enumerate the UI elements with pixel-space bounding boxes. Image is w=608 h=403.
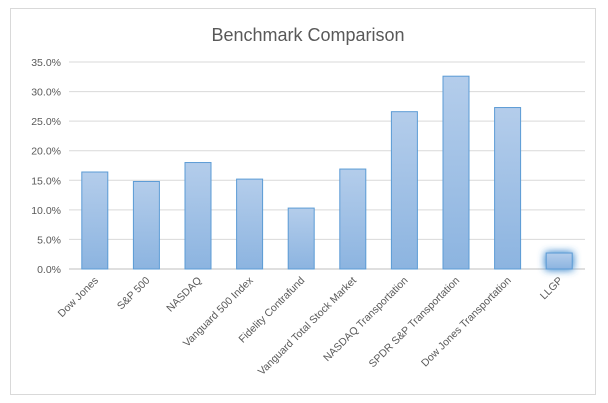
- bar-llgp: [545, 252, 573, 270]
- x-tick-label: NASDAQ: [164, 275, 204, 315]
- bars: [81, 75, 573, 270]
- y-tick-label: 25.0%: [31, 116, 61, 128]
- bar-s-p-500: [132, 180, 160, 270]
- bar-spdr-s-p-transportation: [442, 75, 470, 270]
- x-tick-label: SPDR S&P Transportation: [367, 275, 463, 371]
- y-axis-ticks: 0.0% 5.0% 10.0% 15.0% 20.0% 25.0% 30.0% 35.0%: [31, 57, 61, 276]
- y-tick-label: 35.0%: [31, 57, 61, 69]
- bar-nasdaq-transportation: [390, 111, 418, 270]
- x-tick-label: S&P 500: [115, 275, 153, 313]
- x-tick-label: Dow Jones: [56, 275, 101, 320]
- x-tick-label: NASDAQ Transportation: [321, 275, 410, 364]
- y-tick-label: 15.0%: [31, 175, 61, 187]
- chart-frame: Benchmark Comparison 0.0% 5.0% 10.0% 15.0% 2…: [10, 8, 596, 395]
- y-tick-label: 10.0%: [31, 205, 61, 217]
- bar-fidelity-contrafund: [287, 207, 315, 270]
- bar-dow-jones: [81, 171, 109, 270]
- x-tick-label: Dow Jones Transportation: [419, 275, 514, 370]
- x-tick-label: Vanguard Total Stock Market: [256, 275, 359, 378]
- y-tick-label: 0.0%: [37, 264, 61, 276]
- bar-dow-jones-transportation: [494, 107, 522, 270]
- bar-chart: Benchmark Comparison 0.0% 5.0% 10.0% 15.0% 2…: [31, 25, 585, 378]
- bar-vanguard-total-stock-market: [339, 168, 367, 270]
- x-tick-label: LLGP: [538, 275, 565, 302]
- bar-nasdaq: [184, 162, 212, 270]
- chart-title: Benchmark Comparison: [211, 25, 404, 45]
- y-tick-label: 5.0%: [37, 234, 61, 246]
- y-tick-label: 30.0%: [31, 87, 61, 99]
- bar-vanguard-500-index: [236, 178, 264, 270]
- y-tick-label: 20.0%: [31, 146, 61, 158]
